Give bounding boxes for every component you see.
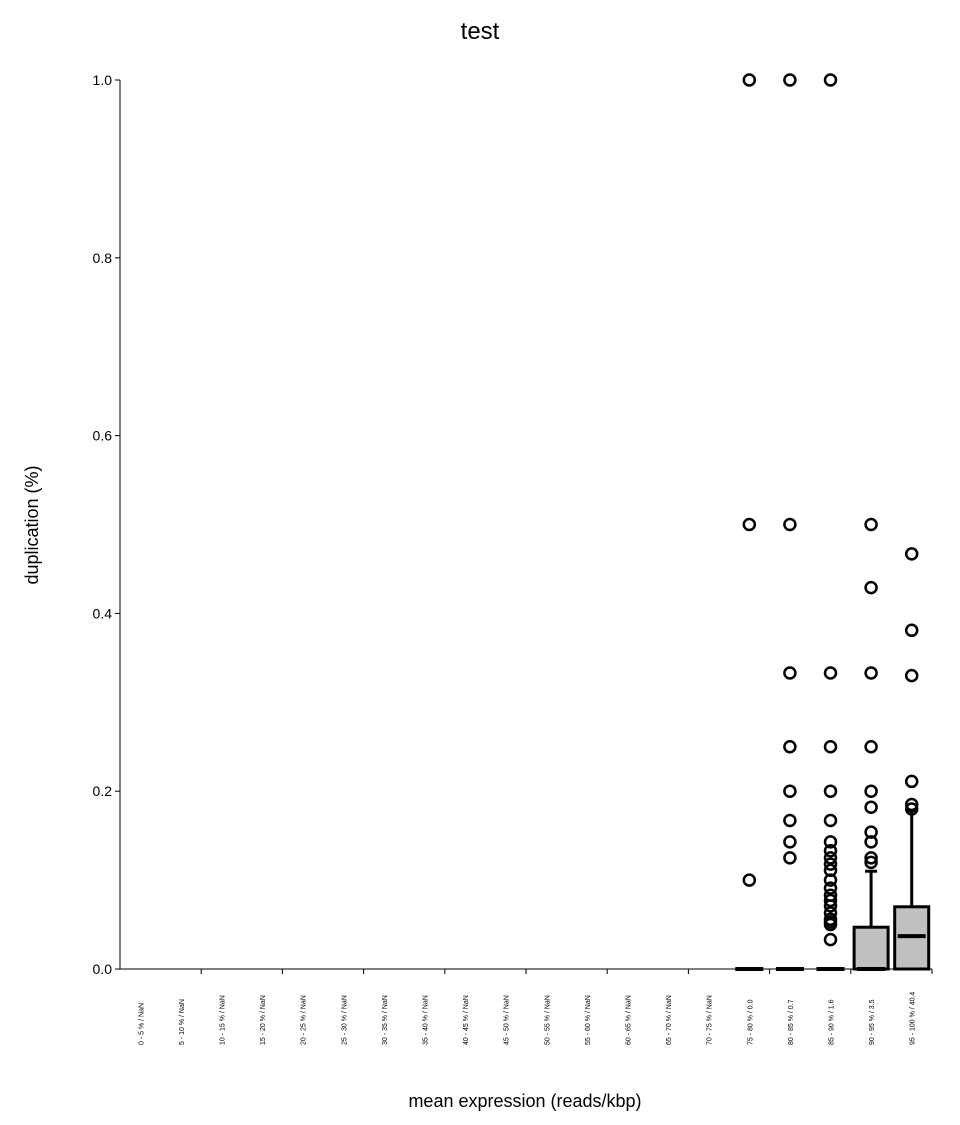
outlier-point	[823, 851, 838, 865]
y-tick-label: 0.2	[93, 783, 113, 799]
outlier-point	[783, 784, 797, 798]
x-tick-label: 65 - 70 % / NaN	[666, 995, 673, 1045]
x-tick-label: 20 - 25 % / NaN	[301, 995, 308, 1045]
x-tick-label: 0 - 5 % / NaN	[138, 1003, 145, 1045]
x-tick-label: 35 - 40 % / NaN	[423, 995, 430, 1045]
box-17	[816, 73, 845, 971]
outlier-point	[864, 580, 878, 595]
outlier-point	[783, 73, 797, 87]
outlier-point	[823, 813, 838, 828]
outlier-point	[823, 881, 838, 895]
y-axis-label: duplication (%)	[22, 465, 42, 584]
outlier-point	[864, 835, 878, 849]
outlier-point	[783, 835, 797, 849]
box-16	[775, 73, 804, 971]
x-tick-label: 80 - 85 % / 0.7	[788, 999, 795, 1045]
outlier-point	[904, 623, 919, 638]
outlier-point	[783, 813, 797, 828]
outlier-point	[823, 899, 838, 913]
x-tick-label: 30 - 35 % / NaN	[382, 995, 389, 1045]
outlier-point	[823, 917, 838, 932]
outlier-point	[742, 873, 757, 887]
outlier-point	[823, 835, 838, 849]
x-axis-label: mean expression (reads/kbp)	[408, 1091, 641, 1111]
box-19	[893, 547, 931, 971]
outlier-point	[823, 873, 838, 887]
box-15	[735, 73, 764, 971]
outlier-point	[864, 517, 878, 532]
x-tick-label: 10 - 15 % / NaN	[220, 995, 227, 1045]
outlier-point	[823, 844, 838, 858]
y-tick-label: 0.8	[93, 250, 113, 266]
outlier-point	[742, 517, 757, 532]
outlier-point	[823, 73, 838, 87]
x-tick-label: 60 - 65 % / NaN	[626, 995, 633, 1045]
x-tick-label: 70 - 75 % / NaN	[707, 995, 714, 1045]
outlier-point	[823, 857, 838, 871]
outlier-point	[823, 784, 838, 798]
x-tick-label: 45 - 50 % / NaN	[504, 995, 511, 1045]
x-tick-label: 90 - 95 % / 3.5	[869, 999, 876, 1045]
outlier-point	[823, 740, 838, 754]
outlier-point	[783, 517, 797, 532]
outlier-point	[783, 666, 797, 680]
x-tick-label: 5 - 10 % / NaN	[179, 999, 186, 1045]
chart-title: test	[461, 18, 500, 45]
outlier-point	[823, 893, 838, 908]
y-tick-label: 0.6	[93, 428, 113, 444]
x-tick-label: 15 - 20 % / NaN	[260, 995, 267, 1045]
outlier-point	[864, 855, 878, 870]
outlier-point	[864, 800, 878, 814]
y-tick-label: 1.0	[93, 72, 113, 88]
outlier-point	[904, 668, 919, 683]
x-tick-label: 25 - 30 % / NaN	[341, 995, 348, 1045]
outlier-point	[904, 802, 919, 816]
outlier-point	[783, 740, 797, 754]
outlier-point	[904, 774, 919, 789]
x-tick-label: 55 - 60 % / NaN	[585, 995, 592, 1045]
y-tick-label: 0.4	[93, 605, 113, 621]
outlier-point	[823, 666, 838, 680]
outlier-point	[742, 73, 757, 87]
box-rect	[852, 925, 890, 971]
outlier-point	[904, 547, 919, 561]
outlier-point	[864, 851, 878, 865]
outlier-point	[904, 797, 919, 812]
x-tick-label: 75 - 80 % / 0.0	[747, 999, 754, 1045]
x-tick-label: 95 - 100 % / 40.4	[910, 992, 917, 1045]
outlier-point	[823, 932, 838, 947]
outlier-point	[864, 666, 878, 680]
outlier-point	[864, 784, 878, 798]
y-tick-label: 0.0	[93, 961, 113, 977]
x-tick-label: 50 - 55 % / NaN	[544, 995, 551, 1045]
x-tick-label: 85 - 90 % / 1.6	[829, 999, 836, 1045]
box-18	[852, 517, 890, 971]
outlier-point	[783, 851, 797, 865]
outlier-point	[864, 740, 878, 754]
x-tick-label: 40 - 45 % / NaN	[463, 995, 470, 1045]
